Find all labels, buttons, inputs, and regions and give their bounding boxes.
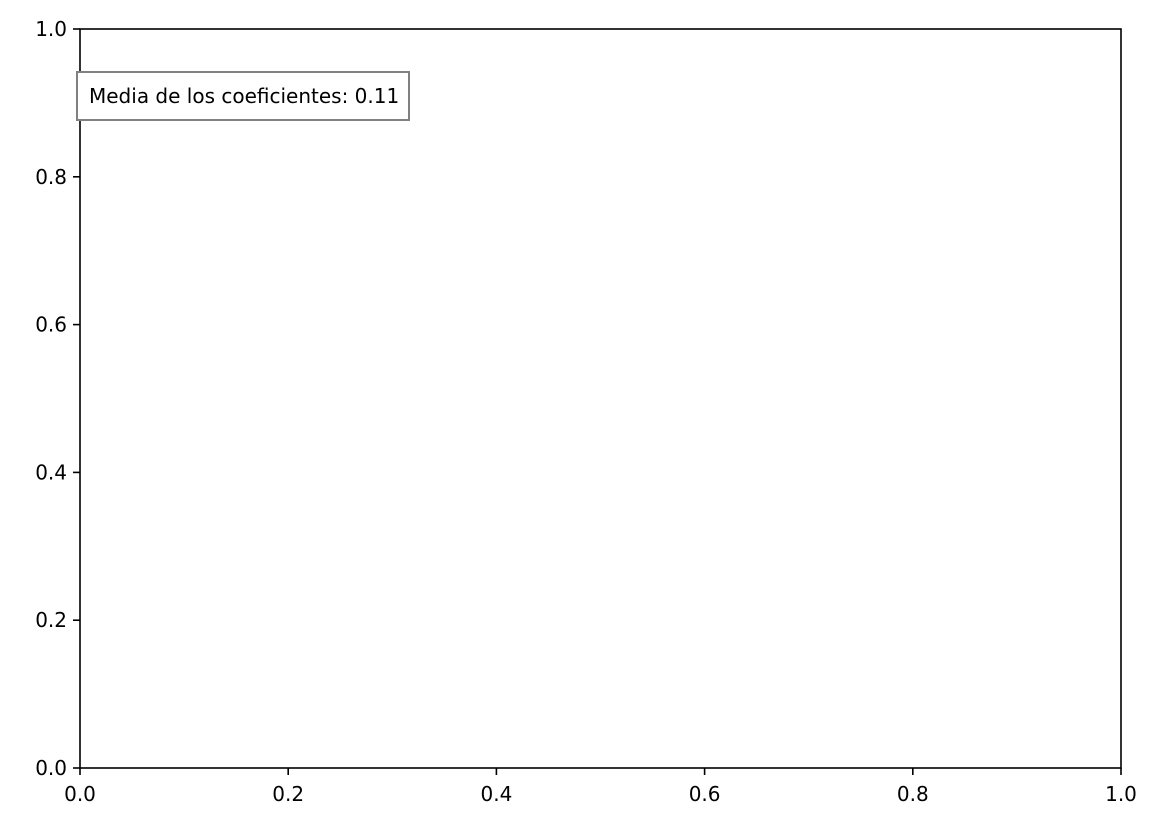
- y-axis-ticks: 0.0 0.2 0.4 0.6 0.8 1.0: [35, 17, 80, 780]
- x-tick-label: 0.4: [480, 782, 512, 806]
- x-tick-label: 1.0: [1105, 782, 1137, 806]
- x-tick-label: 0.6: [689, 782, 721, 806]
- annotation-box: [76, 71, 410, 121]
- y-tick-label: 0.4: [35, 460, 67, 484]
- y-tick-label: 0.8: [35, 165, 67, 189]
- annotation-text: Media de los coeficientes: 0.11: [89, 84, 399, 108]
- x-tick-label: 0.8: [897, 782, 929, 806]
- axes-frame: [79, 28, 1122, 769]
- plot-area: [79, 28, 1122, 769]
- x-tick-label: 0.0: [64, 782, 96, 806]
- y-tick-label: 0.0: [35, 756, 67, 780]
- y-tick-label: 0.6: [35, 313, 67, 337]
- x-axis-ticks: 0.0 0.2 0.4 0.6 0.8 1.0: [64, 768, 1137, 806]
- y-tick-label: 1.0: [35, 17, 67, 41]
- x-tick-label: 0.2: [272, 782, 304, 806]
- y-tick-label: 0.2: [35, 608, 67, 632]
- annotation: Media de los coeficientes: 0.11: [76, 71, 410, 121]
